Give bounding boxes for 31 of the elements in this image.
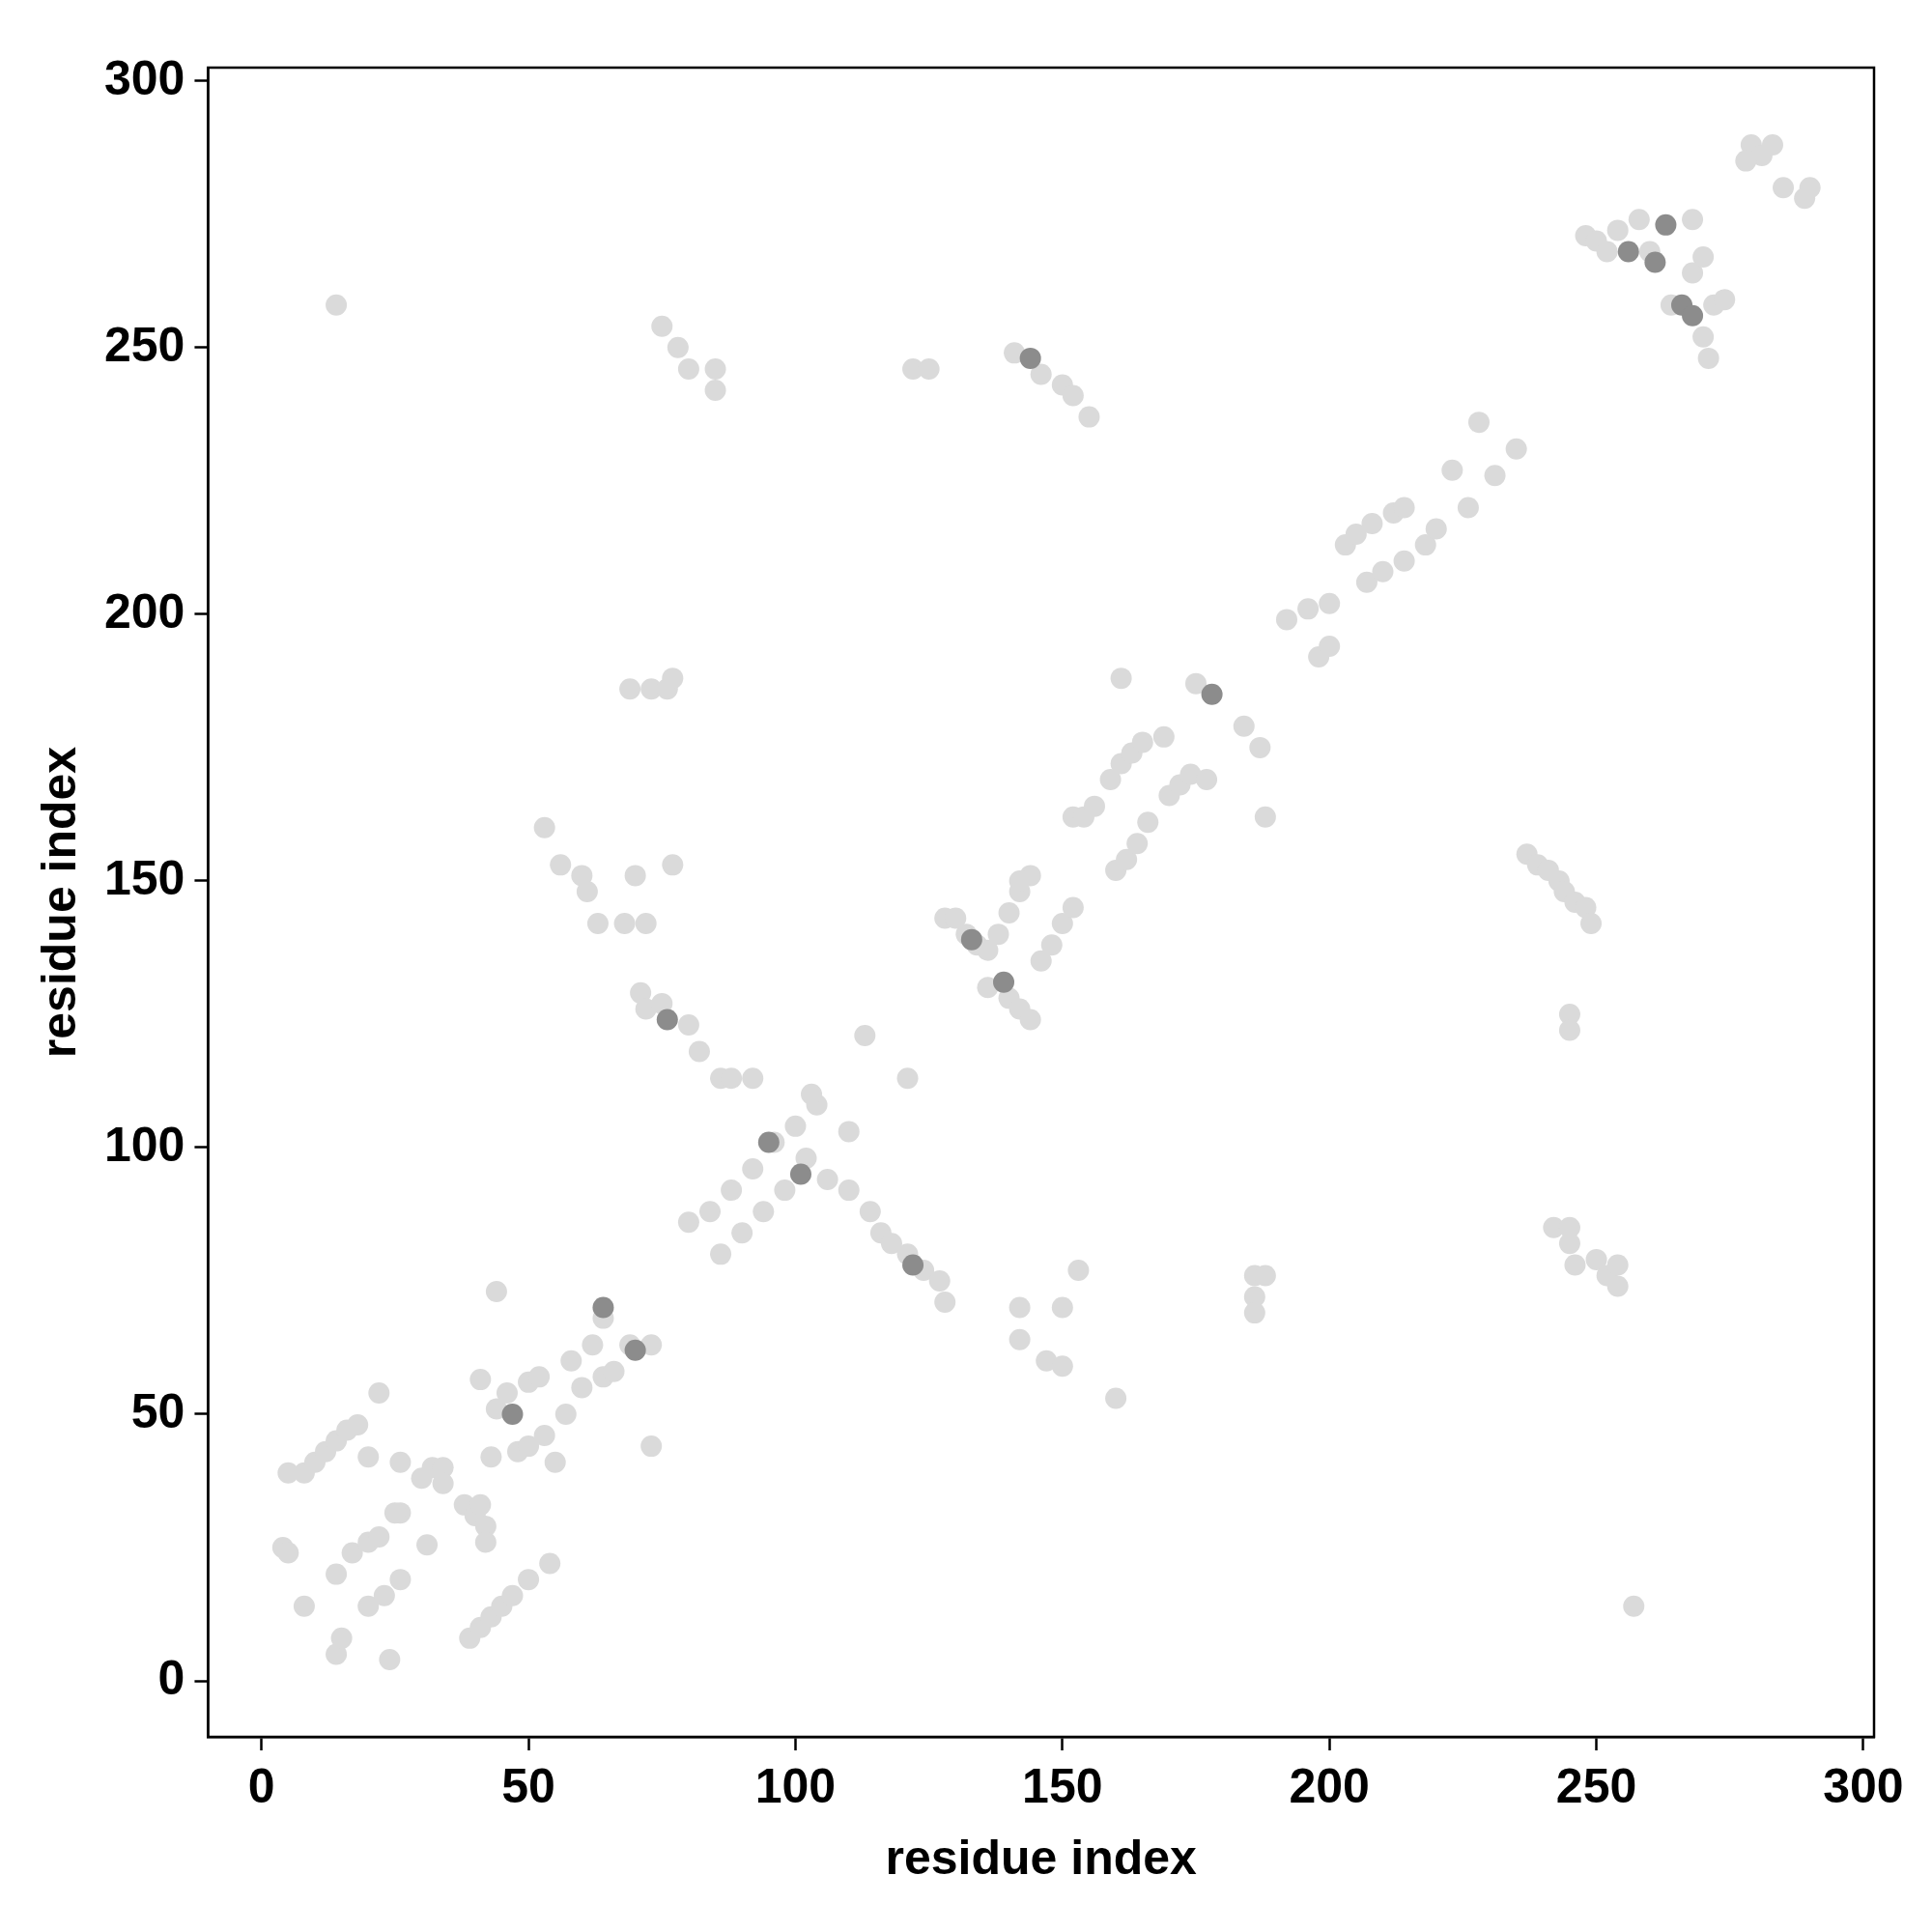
x-tick-label: 0 — [247, 1758, 275, 1813]
y-tick-label: 50 — [130, 1383, 185, 1438]
point — [1617, 241, 1639, 263]
point — [1682, 304, 1704, 327]
point — [1019, 347, 1041, 369]
x-tick-label: 150 — [1022, 1758, 1103, 1813]
point — [993, 971, 1015, 993]
point — [624, 1339, 646, 1361]
y-tick-label: 150 — [103, 850, 185, 905]
y-tick-label: 300 — [103, 50, 185, 105]
point — [1644, 251, 1666, 273]
point — [789, 1163, 811, 1185]
y-tick-label: 100 — [103, 1117, 185, 1172]
point — [757, 1131, 780, 1153]
x-axis-title: residue index — [885, 1830, 1198, 1885]
x-tick-label: 50 — [501, 1758, 555, 1813]
point — [960, 928, 982, 951]
y-axis-title: residue index — [31, 746, 86, 1059]
y-tick-label: 200 — [103, 583, 185, 639]
point — [1655, 213, 1677, 236]
point — [592, 1296, 614, 1319]
point — [902, 1254, 924, 1276]
x-tick-label: 200 — [1289, 1758, 1370, 1813]
point — [656, 1009, 678, 1031]
x-tick-label: 300 — [1823, 1758, 1904, 1813]
x-tick-label: 250 — [1555, 1758, 1637, 1813]
x-tick-label: 100 — [754, 1758, 837, 1813]
point — [501, 1403, 524, 1425]
point — [1201, 683, 1223, 705]
y-tick-label: 0 — [157, 1650, 185, 1705]
y-tick-label: 250 — [103, 317, 185, 372]
